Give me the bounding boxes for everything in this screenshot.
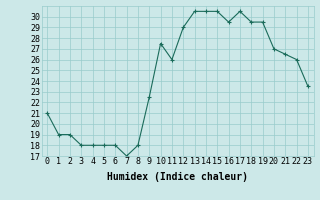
X-axis label: Humidex (Indice chaleur): Humidex (Indice chaleur) xyxy=(107,172,248,182)
